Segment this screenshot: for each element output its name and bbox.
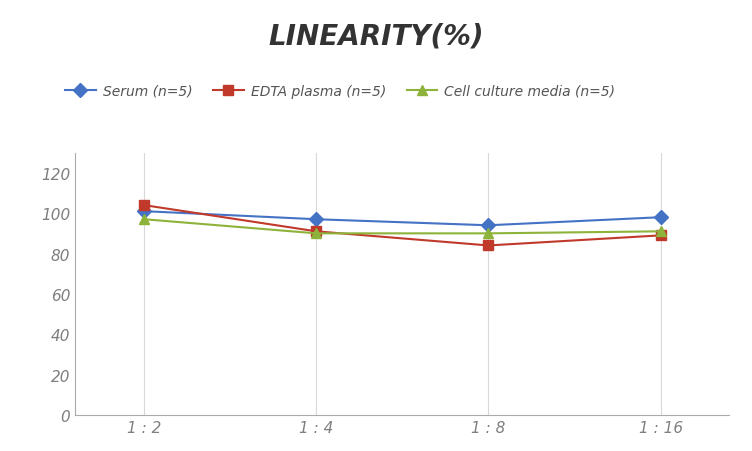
Text: LINEARITY(%): LINEARITY(%) <box>268 23 484 51</box>
Legend: Serum (n=5), EDTA plasma (n=5), Cell culture media (n=5): Serum (n=5), EDTA plasma (n=5), Cell cul… <box>59 79 620 104</box>
